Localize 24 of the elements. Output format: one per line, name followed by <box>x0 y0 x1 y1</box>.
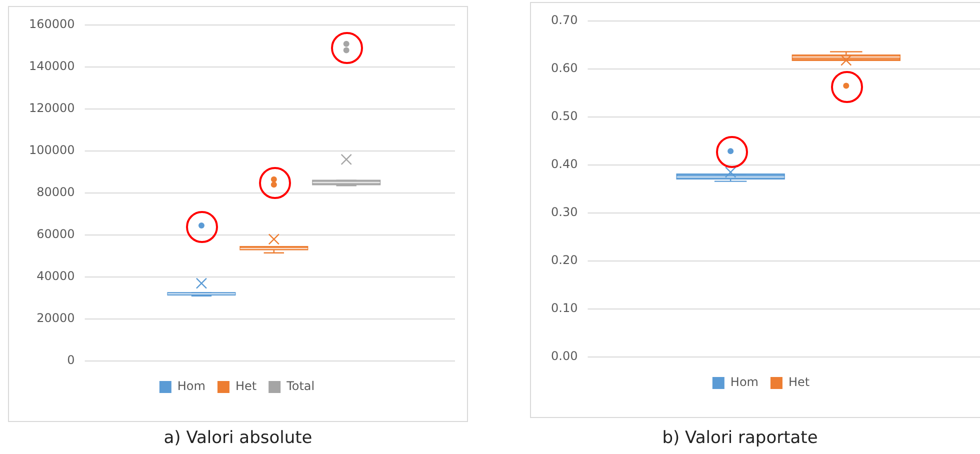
y-tick-label: 120000 <box>28 101 75 116</box>
y-tick-label: 0.30 <box>551 205 578 220</box>
y-tick-label: 0.70 <box>551 13 578 28</box>
y-tick-label: 140000 <box>28 59 75 74</box>
y-tick-label: 0.50 <box>551 109 578 124</box>
text: a) Valori absolute <box>162 428 314 448</box>
y-tick-label: 0.10 <box>551 301 578 316</box>
y-tick-label: 160000 <box>28 17 75 32</box>
legend-label: Total <box>286 379 315 394</box>
legend-label: Hom <box>177 379 206 394</box>
legend-label: Het <box>235 379 257 394</box>
y-tick-label: 20000 <box>36 311 75 326</box>
y-tick-label: 60000 <box>36 227 75 242</box>
y-tick-label: 80000 <box>36 185 75 200</box>
y-tick-label: 0.20 <box>551 253 578 268</box>
y-tick-label: 0.00 <box>551 349 578 364</box>
y-tick-label: 0.40 <box>551 157 578 172</box>
y-tick-label: 0.60 <box>551 61 578 76</box>
legend-label: Hom <box>730 375 758 390</box>
y-tick-label: 100000 <box>28 143 75 158</box>
legend-label: Het <box>788 375 810 390</box>
y-tick-label: 40000 <box>36 269 75 284</box>
y-tick-label: 0 <box>67 353 75 368</box>
text: b) Valori raportate <box>661 428 819 448</box>
